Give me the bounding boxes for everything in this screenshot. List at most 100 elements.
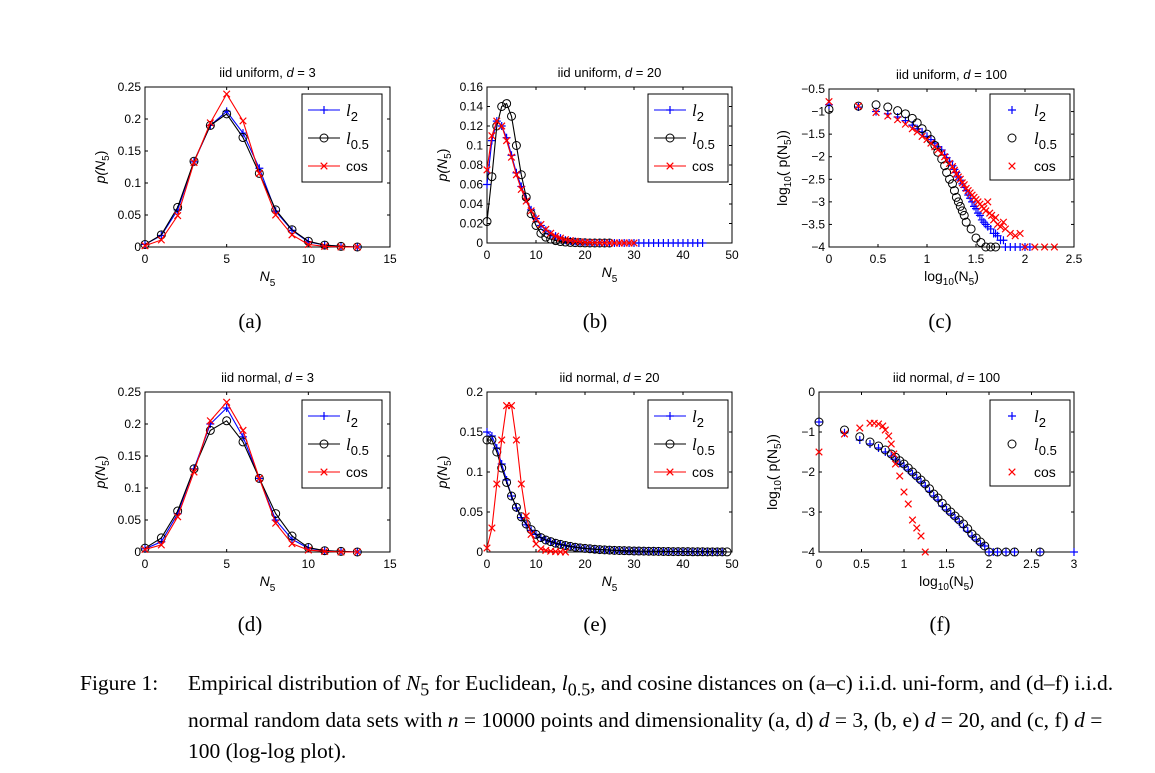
data-point — [1011, 231, 1019, 240]
chart-title: iid normal, d = 100 — [893, 370, 1000, 385]
data-point — [287, 531, 297, 541]
y-tick-label: −4 — [801, 545, 815, 559]
data-point — [874, 441, 883, 451]
data-point — [551, 538, 561, 548]
legend: l2 l0.5 cos — [647, 399, 729, 489]
data-point — [999, 218, 1008, 226]
data-point — [884, 432, 893, 440]
data-point — [546, 537, 556, 547]
data-point — [482, 435, 492, 445]
x-tick-label: 0 — [826, 252, 833, 266]
y-axis-label: p(N5) — [434, 456, 454, 490]
data-point — [609, 545, 619, 555]
y-tick-label: 0.05 — [118, 208, 142, 222]
data-point — [173, 506, 183, 516]
legend-marker — [666, 468, 674, 476]
data-point — [531, 529, 541, 539]
chart-b: 0 10 20 30 40 50 0 0.02 0.04 0.06 0.08 0.1 0.12 0.14 0… — [434, 65, 739, 285]
data-point — [722, 547, 732, 557]
x-tick-label: 30 — [627, 557, 641, 571]
data-point — [1036, 548, 1044, 556]
data-point — [896, 472, 904, 480]
data-point — [866, 440, 874, 448]
data-point — [961, 217, 971, 227]
data-point — [512, 436, 521, 444]
data-point — [483, 544, 491, 552]
data-point — [239, 117, 247, 125]
legend-marker — [319, 439, 329, 449]
legend-marker — [320, 412, 328, 420]
data-point — [982, 207, 990, 215]
data-point — [483, 180, 491, 189]
data-point — [157, 236, 166, 244]
data-point — [856, 424, 864, 432]
data-point — [960, 180, 968, 189]
y-tick-label: 0.05 — [460, 505, 484, 519]
data-point — [996, 222, 1005, 231]
data-point — [222, 109, 232, 119]
data-point — [971, 233, 981, 243]
x-tick-label: 1 — [924, 252, 931, 266]
legend-marker — [320, 468, 328, 476]
data-point — [949, 186, 959, 196]
series-l0.5 — [814, 417, 1045, 557]
x-tick-label: 50 — [725, 557, 739, 571]
series-line — [144, 420, 358, 553]
data-point — [840, 430, 849, 438]
y-tick-label: 0.02 — [460, 217, 484, 231]
data-point — [487, 435, 497, 445]
legend-box — [989, 399, 1071, 487]
x-tick-label: 2 — [1022, 252, 1029, 266]
data-point — [337, 548, 345, 556]
data-point — [966, 224, 976, 234]
data-point — [288, 231, 296, 239]
data-point — [141, 545, 149, 554]
data-point — [987, 211, 996, 220]
data-point — [320, 242, 329, 251]
data-point — [353, 548, 362, 556]
data-point — [320, 547, 329, 556]
data-point — [884, 112, 892, 120]
data-point — [649, 546, 659, 556]
x-tick-label: 15 — [383, 557, 397, 571]
data-point — [917, 124, 927, 134]
legend-label: l0.5 — [692, 435, 715, 458]
data-point — [917, 532, 925, 540]
x-tick-label: 20 — [578, 248, 592, 262]
data-point — [141, 241, 149, 250]
caption-body: Empirical distribution of N5 for Euclide… — [188, 671, 1114, 764]
y-tick-label: −2 — [801, 465, 815, 479]
data-point — [907, 113, 917, 123]
data-point — [945, 174, 955, 184]
series-cos — [141, 398, 362, 556]
data-point — [814, 417, 824, 427]
data-point — [1070, 548, 1078, 556]
data-point — [1006, 229, 1015, 238]
y-tick-label: −2 — [811, 150, 825, 164]
data-point — [879, 422, 887, 430]
data-point — [1016, 229, 1024, 238]
data-point — [488, 132, 496, 140]
data-point — [926, 135, 935, 144]
x-tick-label: 30 — [627, 248, 641, 262]
data-point — [605, 545, 614, 555]
y-tick-label: 0.15 — [118, 449, 142, 463]
data-point — [890, 450, 898, 458]
y-tick-label: −3.5 — [801, 217, 825, 231]
x-tick-label: 10 — [529, 248, 543, 262]
data-point — [493, 480, 501, 488]
chart-title: iid uniform, d = 100 — [896, 67, 1007, 82]
x-axis-label: N5 — [260, 573, 276, 594]
data-point — [874, 444, 883, 452]
data-point — [600, 545, 610, 555]
x-tick-label: 0.5 — [853, 557, 870, 571]
y-axis-label: p(N5) — [92, 456, 112, 490]
y-tick-label: 0.1 — [466, 139, 483, 153]
chart-a: 0 5 10 15 0 0.05 0.1 0.15 0.2 0.25 iid uniform, d … — [92, 65, 397, 289]
data-point — [1050, 243, 1059, 251]
data-point — [955, 201, 965, 211]
data-point — [688, 547, 698, 557]
data-point — [565, 541, 575, 551]
y-tick-label: −0.5 — [801, 82, 825, 96]
data-point — [999, 236, 1008, 245]
